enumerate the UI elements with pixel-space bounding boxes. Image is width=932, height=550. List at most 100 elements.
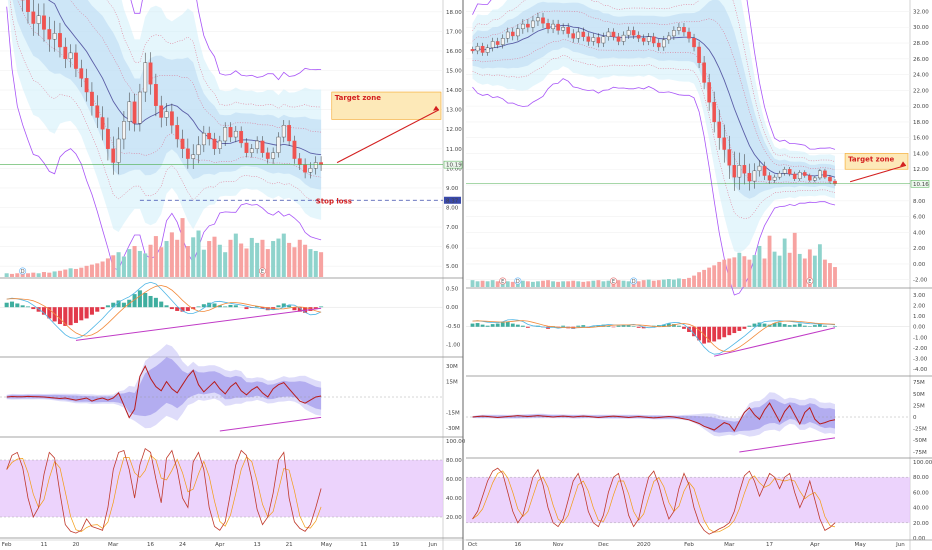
right-candle — [732, 165, 737, 178]
left-macd-histogram-bar — [15, 303, 20, 308]
left-macd-histogram-bar — [276, 305, 281, 308]
left-candle — [249, 148, 254, 153]
left-volume-bar — [191, 237, 196, 277]
left-candle — [207, 132, 212, 140]
left-macd-histogram-bar — [9, 301, 15, 308]
left-macd-histogram-bar — [319, 306, 324, 308]
right-macd-tick-label: -2.00 — [913, 346, 928, 352]
right-macd-histogram-bar — [505, 321, 510, 327]
right-x-tick-label: Oct — [468, 542, 478, 548]
left-volume-bar — [244, 248, 249, 277]
right-macd-histogram-bar — [752, 323, 757, 327]
left-volume-bar — [223, 252, 228, 277]
left-candle — [244, 142, 249, 153]
right-candle — [757, 165, 762, 172]
right-volume-event-marker — [499, 277, 507, 285]
left-osc-tick-label: -15M — [446, 410, 460, 416]
right-candle — [772, 176, 777, 181]
right-candle — [818, 170, 822, 179]
right-price-tick-label: 16.00 — [913, 136, 929, 142]
right-volume-bar — [571, 280, 576, 287]
left-macd-histogram-bar — [20, 305, 25, 308]
left-price-tick-label: 13.00 — [446, 108, 462, 114]
left-volume-bar — [201, 249, 206, 277]
right-x-tick-label: Nov — [553, 542, 564, 548]
right-macd-histogram-bar — [727, 326, 732, 336]
left-macd-histogram-bar — [244, 307, 249, 310]
right-macd-tick-label: 1.00 — [913, 314, 926, 320]
left-macd-histogram-bar — [159, 301, 164, 308]
left-macd-histogram-bar — [148, 295, 153, 308]
left-volume-bar — [89, 264, 94, 277]
left-candle — [26, 0, 30, 12]
right-macd-histogram-bar — [717, 326, 722, 340]
right-price-tick-label: 30.00 — [913, 25, 929, 31]
right-stoch-tick-label: 20.00 — [913, 521, 929, 527]
right-macd-histogram-bar — [475, 323, 480, 327]
left-volume-bar — [127, 249, 132, 277]
right-candle — [697, 46, 701, 63]
right-volume-bar — [661, 279, 666, 287]
right-volume-bar — [687, 277, 691, 287]
right-candle — [505, 31, 510, 39]
left-stoch-tick-label: 60.00 — [446, 477, 462, 483]
left-macd-histogram-bar — [47, 307, 52, 319]
left-candle — [260, 140, 265, 153]
right-volume-bar — [616, 280, 621, 287]
right-volume-bar — [812, 255, 817, 287]
right-volume-event-marker — [514, 277, 522, 285]
right-osc-tick-label: -50M — [913, 438, 927, 444]
left-candle — [127, 101, 132, 122]
left-candle — [143, 62, 148, 93]
left-x-tick-label: Apr — [215, 542, 225, 548]
right-macd-histogram-bar — [782, 324, 787, 327]
left-macd-histogram-bar — [153, 297, 158, 308]
right-macd-histogram-bar — [636, 326, 641, 328]
right-candle — [536, 17, 540, 22]
right-volume-bar — [823, 259, 827, 287]
right-candle — [692, 38, 696, 48]
right-candle — [646, 36, 651, 42]
right-osc-tick-label: 50M — [913, 392, 925, 398]
left-volume-bar — [169, 232, 174, 277]
right-volume-bar — [591, 280, 596, 287]
right-x-tick-label: 16 — [514, 542, 521, 548]
left-stop-price-badge — [444, 196, 461, 204]
right-x-tick-label: Dec — [598, 542, 609, 548]
left-stop-loss-label: Stop loss — [316, 197, 352, 205]
left-volume-bar — [313, 250, 318, 277]
right-stoch-range-fill — [466, 477, 910, 523]
left-macd-histogram-bar — [292, 307, 297, 311]
left-volume-bar — [207, 241, 212, 277]
right-candle — [611, 31, 616, 37]
right-candle — [677, 27, 681, 31]
left-candle — [228, 127, 233, 138]
left-volume-bar — [249, 237, 254, 277]
right-volume-bar — [596, 280, 601, 287]
right-dotted-band — [472, 39, 836, 185]
right-candle — [656, 42, 661, 48]
right-volume-event-marker — [609, 277, 617, 285]
right-candle — [712, 101, 716, 123]
right-dotted-band — [472, 54, 836, 219]
right-macd-histogram-bar — [470, 323, 475, 327]
left-macd-histogram-bar — [281, 303, 286, 308]
right-macd-histogram-bar — [520, 325, 525, 327]
left-macd-tick-label: 0.00 — [446, 305, 459, 311]
right-macd-histogram-bar — [515, 324, 520, 327]
left-stoch-tick-label: 80.00 — [446, 458, 462, 464]
left-macd-histogram-bar — [260, 307, 265, 309]
left-dotted-band — [9, 0, 322, 203]
left-volume-bar — [105, 258, 110, 277]
left-osc-trendline — [219, 416, 322, 432]
right-macd-histogram-bar — [661, 324, 666, 327]
left-volume-bar — [47, 272, 52, 277]
left-candle — [255, 140, 260, 149]
left-volume-bar — [164, 241, 169, 277]
left-macd-histogram-bar — [196, 306, 201, 308]
left-candle — [116, 138, 121, 163]
left-price-tick-label: 7.00 — [446, 225, 459, 231]
right-macd-histogram-bar — [762, 323, 767, 327]
right-price-tick-label: 12.00 — [913, 167, 929, 173]
